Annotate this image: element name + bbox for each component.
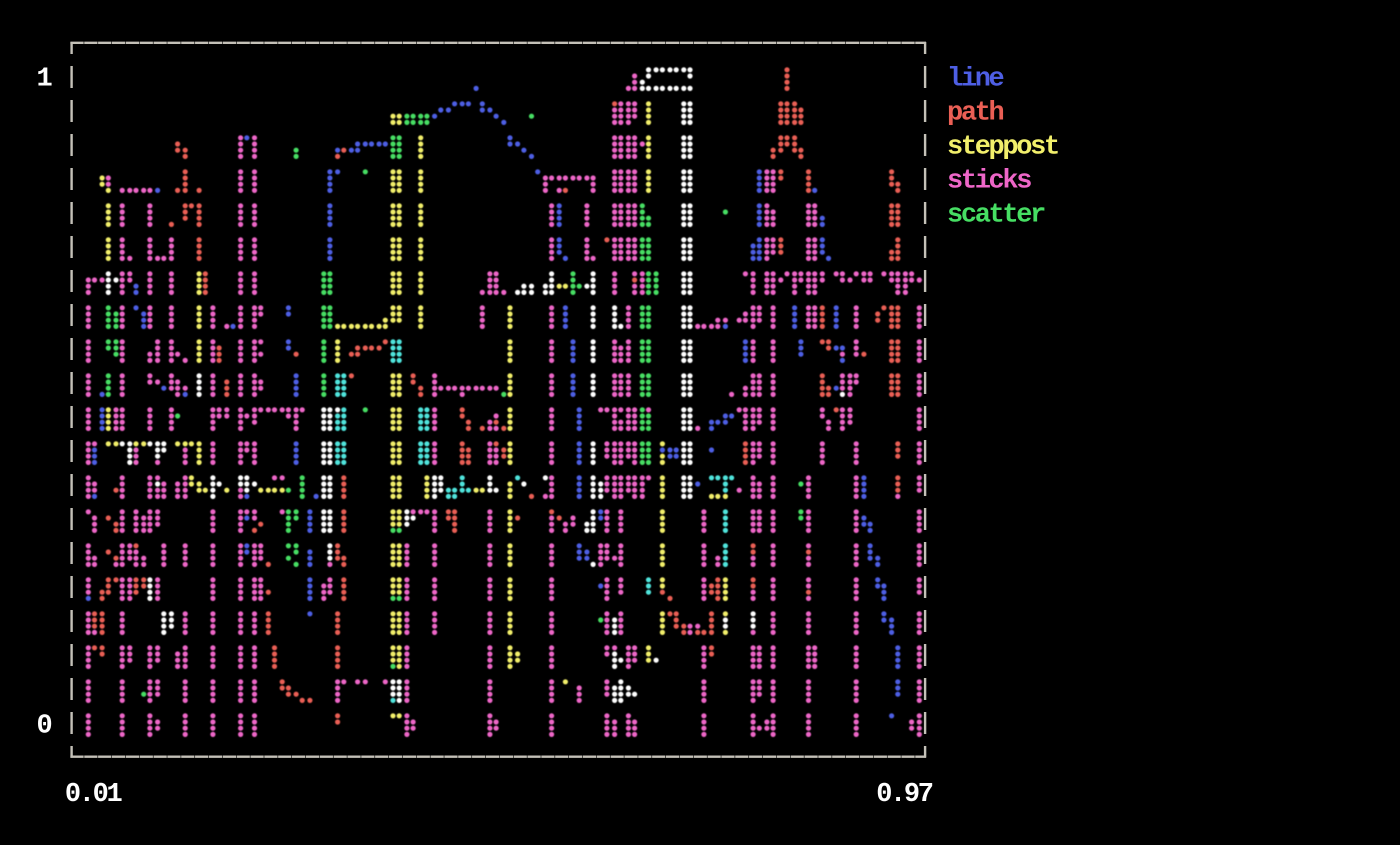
svg-text:0: 0 — [37, 712, 52, 742]
svg-text:0.97: 0.97 — [876, 780, 933, 810]
svg-text:path: path — [947, 99, 1004, 129]
svg-text:0.01: 0.01 — [65, 780, 123, 810]
svg-text:scatter: scatter — [947, 201, 1045, 231]
svg-text:line: line — [947, 65, 1004, 95]
svg-text:steppost: steppost — [947, 133, 1058, 163]
svg-text:1: 1 — [37, 65, 53, 95]
svg-text:sticks: sticks — [947, 167, 1031, 197]
